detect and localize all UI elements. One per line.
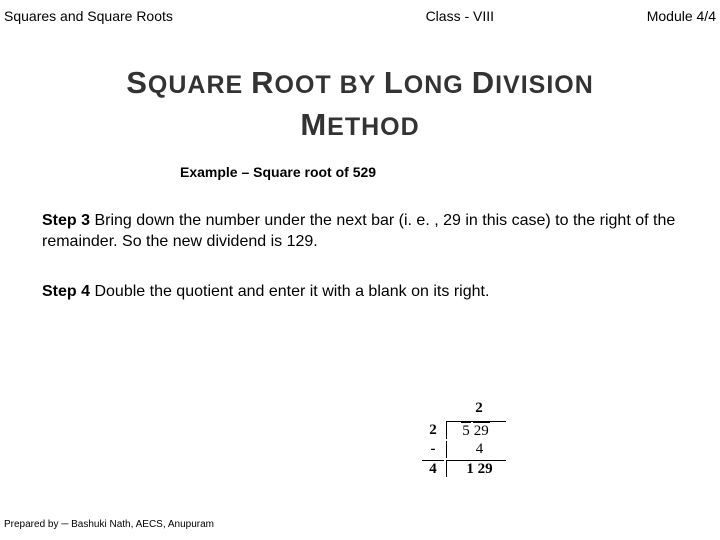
dividend-bar1: 5	[461, 422, 471, 440]
header-class: Class - VIII	[273, 8, 647, 24]
title-sc: OOT BY	[275, 71, 384, 99]
title-cap: L	[384, 65, 404, 100]
step-3: Step 3 Bring down the number under the n…	[42, 210, 678, 253]
title-cap: D	[472, 65, 495, 100]
title-cap: M	[300, 107, 327, 142]
title-cap: S	[126, 65, 148, 100]
new-dividend: 1 29	[466, 461, 492, 477]
title-cap: R	[251, 65, 274, 100]
title-sc: ETHOD	[327, 113, 420, 141]
long-division-figure: 2 2 529 - 4 4 1 29	[420, 398, 508, 479]
step-4: Step 4 Double the quotient and enter it …	[42, 281, 678, 303]
header-topic: Squares and Square Roots	[4, 8, 173, 24]
quotient: 2	[475, 400, 483, 416]
step4-label: Step 4	[42, 283, 94, 300]
minus-sign: -	[431, 441, 436, 457]
slide-footer: Prepared by ─ Bashuki Nath, AECS, Anupur…	[4, 519, 214, 530]
step4-text: Double the quotient and enter it with a …	[94, 283, 489, 300]
step3-label: Step 3	[42, 212, 94, 229]
slide-title: SQUARE ROOT BY LONG DIVISION METHOD	[0, 62, 720, 146]
title-sc: QUARE	[148, 71, 251, 99]
title-sc: IVISION	[495, 71, 594, 99]
divisor-2: 4	[429, 461, 437, 477]
subtrahend: 4	[476, 441, 484, 457]
step3-text: Bring down the number under the next bar…	[42, 212, 675, 251]
header-module: Module 4/4	[647, 8, 716, 24]
slide-header: Squares and Square Roots Class - VIII Mo…	[0, 0, 720, 30]
title-sc: ONG	[404, 71, 472, 99]
divisor-1: 2	[429, 422, 437, 438]
example-heading: Example – Square root of 529	[180, 164, 720, 180]
dividend-bar2: 29	[473, 422, 490, 440]
